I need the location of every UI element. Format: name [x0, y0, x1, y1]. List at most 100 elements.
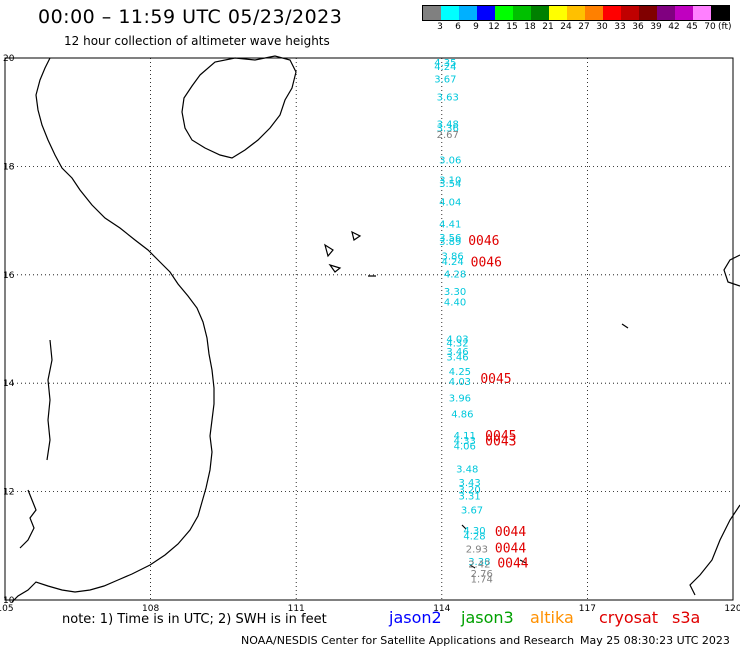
- scale-label: 45: [686, 22, 698, 32]
- scale-label: 12: [488, 22, 500, 32]
- wave-height-value: 4.35: [434, 58, 456, 69]
- lon-tick-label: 111: [288, 604, 305, 614]
- wave-height-value: 1.74: [471, 575, 493, 586]
- phu-quoc-island: [46, 339, 53, 461]
- scale-swatch: [477, 6, 495, 20]
- scale-label: 33: [614, 22, 626, 32]
- pass-time-value: 0045: [480, 372, 511, 387]
- map-frame: [4, 57, 734, 601]
- scale-label: 18: [524, 22, 536, 32]
- scale-swatch: [693, 6, 711, 20]
- scale-swatch: [639, 6, 657, 20]
- lat-tick-label: 16: [3, 271, 15, 281]
- wave-height-value: 3.10: [439, 176, 461, 187]
- pass-time-value: 0046: [468, 234, 499, 249]
- wave-height-value: 4.03: [449, 377, 471, 388]
- vietnam-coast: [11, 57, 215, 603]
- scale-label: 9: [473, 22, 479, 32]
- pass-time-value: 0046: [471, 256, 502, 271]
- pass-time-value: 0044: [495, 541, 526, 556]
- wave-height-value: 3.20: [458, 485, 480, 496]
- coastline: [11, 55, 740, 603]
- wave-height-value: 3.31: [458, 492, 480, 503]
- scale-label: 39: [650, 22, 662, 32]
- wave-height-labels: 4.354.243.673.633.483.362.673.063.103.54…: [434, 58, 493, 586]
- satellite-legend-altika: altika: [530, 608, 574, 627]
- scale-label: 36: [632, 22, 644, 32]
- satellite-legend-cryosat: cryosat: [599, 608, 659, 627]
- scale-swatch: [495, 6, 513, 20]
- wave-height-value: 4.04: [439, 197, 461, 208]
- scale-swatch: [711, 6, 729, 20]
- wave-height-value: 4.28: [463, 531, 485, 542]
- lon-tick-label: 117: [579, 604, 596, 614]
- color-scale-bar: [422, 5, 730, 21]
- scale-swatch: [603, 6, 621, 20]
- wave-height-value: 4.41: [439, 220, 461, 231]
- pass-time-value: 0043: [485, 435, 516, 450]
- wave-height-value: 3.54: [439, 179, 461, 190]
- scale-swatch: [549, 6, 567, 20]
- wave-height-value: 3.96: [449, 394, 471, 405]
- scale-label: 21: [542, 22, 554, 32]
- axis-tick-labels: 105 108 111 114 117 120 20 18 16 14 12 10: [0, 54, 740, 614]
- wave-height-value: 4.32: [446, 338, 468, 349]
- lon-tick-label: 105: [0, 604, 14, 614]
- chart-title: 00:00 – 11:59 UTC 05/23/2023: [38, 6, 343, 28]
- footer-note: note: 1) Time is in UTC; 2) SWH is in fe…: [62, 612, 327, 627]
- wave-height-value: 4.33: [454, 436, 476, 447]
- wave-height-value: 3.63: [437, 92, 459, 103]
- scale-label: 24: [560, 22, 572, 32]
- wave-height-value: 4.28: [444, 270, 466, 281]
- lat-tick-label: 10: [3, 596, 15, 606]
- scale-swatch: [621, 6, 639, 20]
- wave-height-value: 3.06: [439, 156, 461, 167]
- lat-tick-label: 20: [3, 54, 15, 64]
- wave-height-value: 3.86: [442, 252, 464, 263]
- scale-swatch: [423, 6, 441, 20]
- paracel-islands: [324, 230, 376, 277]
- scale-swatch: [513, 6, 531, 20]
- scale-swatch: [585, 6, 603, 20]
- pass-time-value: 0044: [497, 556, 528, 571]
- wave-height-value: 4.11: [454, 431, 476, 442]
- scale-swatch: [441, 6, 459, 20]
- wave-height-value: 3.36: [437, 124, 459, 135]
- lat-tick-label: 14: [3, 379, 15, 389]
- pass-time-value: 0044: [495, 525, 526, 540]
- chart-subtitle: 12 hour collection of altimeter wave hei…: [64, 34, 330, 48]
- wave-height-value: 4.24: [442, 257, 464, 268]
- scale-swatch: [459, 6, 477, 20]
- wave-height-value: 3.30: [444, 287, 466, 298]
- credit-timestamp: May 25 08:30:23 UTC 2023: [580, 634, 730, 647]
- lon-tick-label: 114: [433, 604, 450, 614]
- wave-height-value: 3.67: [461, 505, 483, 516]
- scale-swatch: [531, 6, 549, 20]
- wave-height-value: 2.67: [437, 130, 459, 141]
- wave-height-value: 3.48: [456, 465, 478, 476]
- wave-height-value: 3.48: [437, 119, 459, 130]
- western-coast: [19, 489, 37, 549]
- hainan-island: [181, 55, 297, 159]
- scale-unit: (ft): [718, 22, 732, 32]
- wave-height-value: 3.89: [439, 237, 461, 248]
- pass-time-value: 0045: [485, 429, 516, 444]
- wave-height-value: 4.40: [444, 298, 466, 309]
- wave-height-value: 4.24: [434, 62, 456, 73]
- scale-swatch: [567, 6, 585, 20]
- scale-swatch: [657, 6, 675, 20]
- wave-height-value: 3.56: [439, 233, 461, 244]
- lat-lon-grid: [4, 57, 734, 601]
- satellite-legend-s3a: s3a: [672, 608, 701, 627]
- scale-label: 6: [455, 22, 461, 32]
- wave-height-value: 2.76: [471, 569, 493, 580]
- scale-label: 30: [596, 22, 608, 32]
- wave-height-value: 4.25: [449, 367, 471, 378]
- philippines-coast: [723, 254, 740, 287]
- wave-height-value: 4.30: [463, 526, 485, 537]
- wave-height-value: 3.46: [446, 352, 468, 363]
- wave-height-value: 3.43: [458, 478, 480, 489]
- wave-height-value: 3.67: [434, 74, 456, 85]
- wave-height-value: 4.03: [446, 335, 468, 346]
